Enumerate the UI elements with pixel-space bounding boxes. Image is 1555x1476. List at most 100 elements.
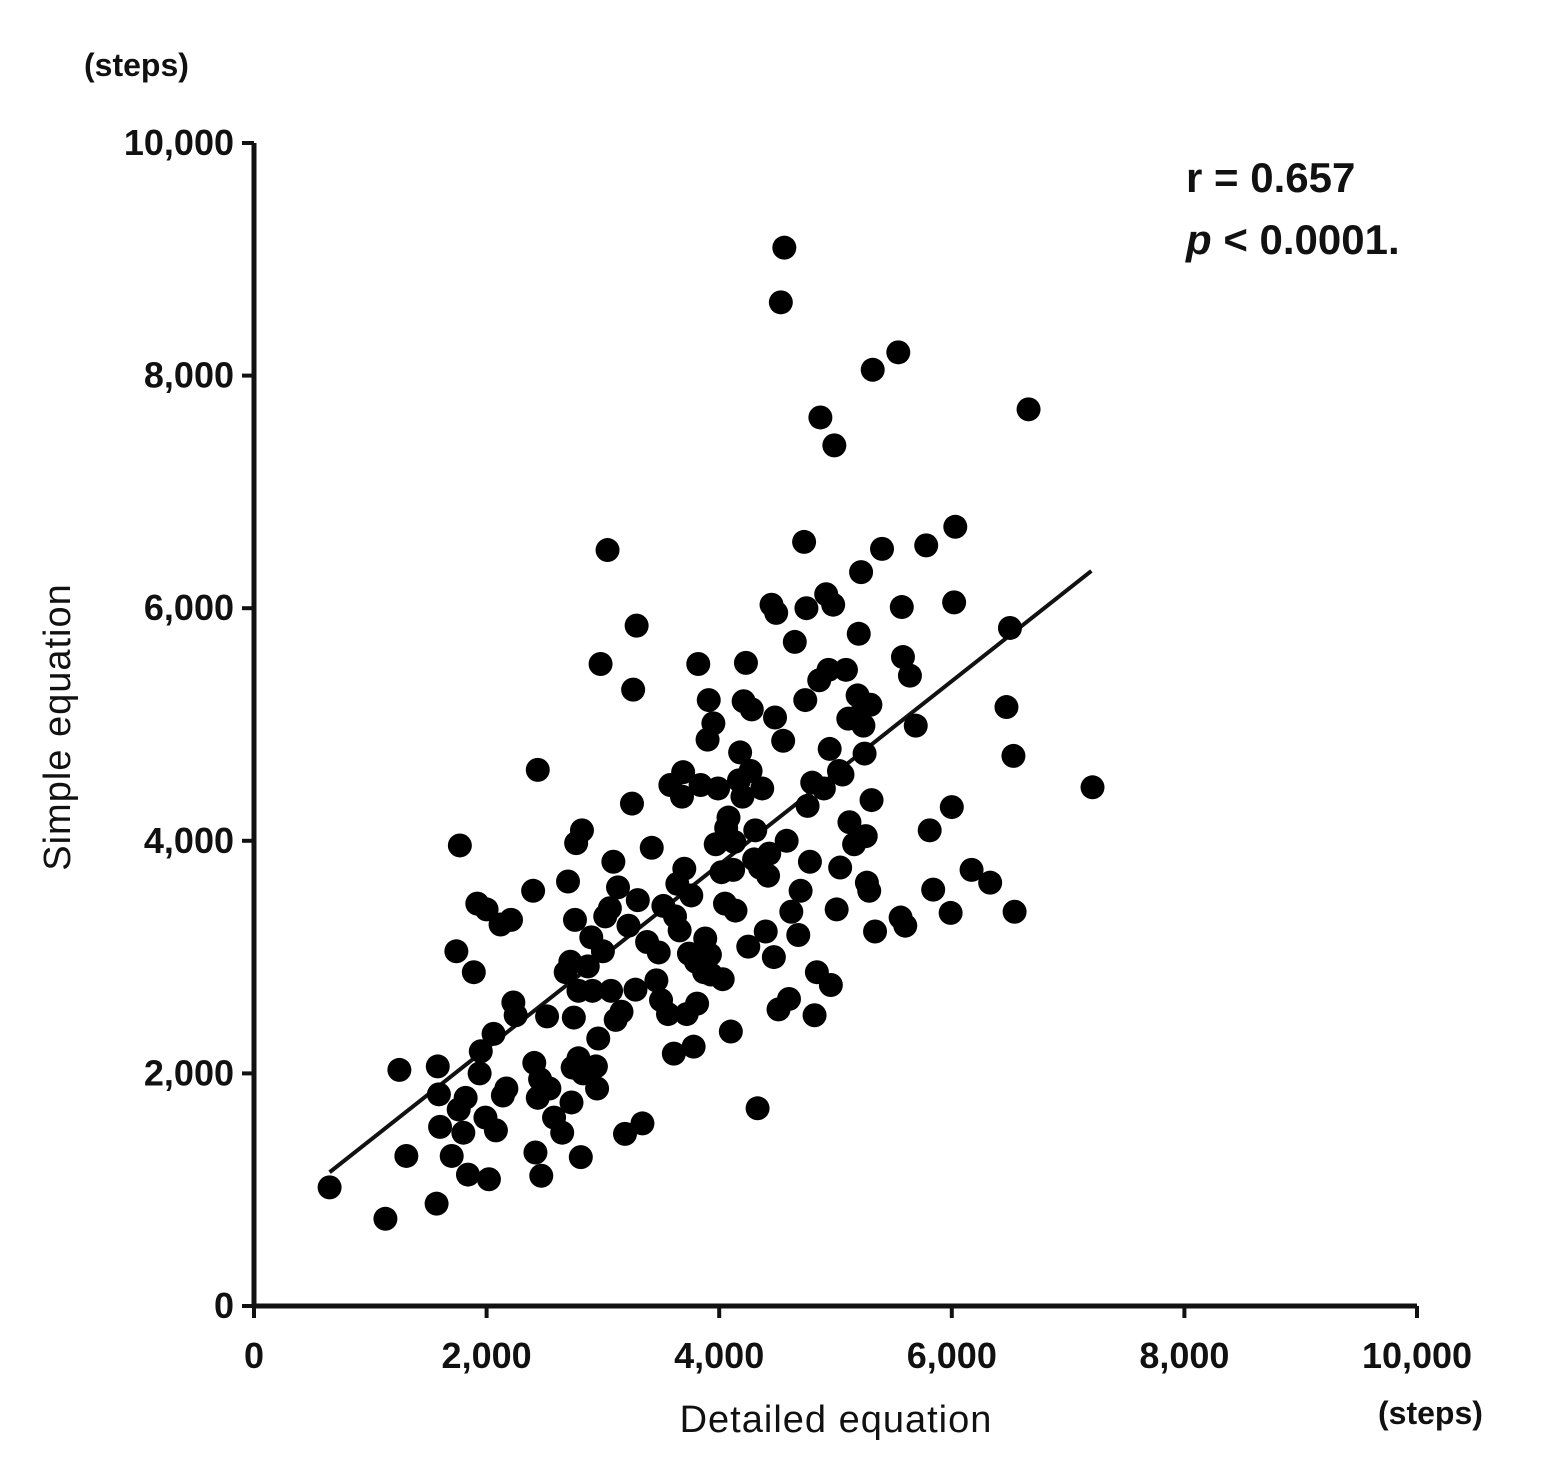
- data-point: [537, 1076, 562, 1101]
- data-point: [476, 1167, 501, 1192]
- data-point: [782, 629, 807, 654]
- data-point: [686, 652, 711, 677]
- data-point: [562, 907, 587, 932]
- data-point: [667, 918, 692, 943]
- data-point: [706, 776, 731, 801]
- data-point: [630, 1111, 655, 1136]
- data-point: [550, 1120, 575, 1145]
- data-point: [569, 818, 594, 843]
- data-point: [914, 533, 939, 558]
- data-point: [833, 657, 858, 682]
- data-point: [745, 1096, 770, 1121]
- data-point: [503, 1003, 528, 1028]
- x-tick-label: 0: [244, 1335, 264, 1376]
- data-point: [656, 1002, 681, 1027]
- data-point: [444, 939, 469, 964]
- data-point: [938, 900, 963, 925]
- data-point: [897, 663, 922, 688]
- data-point: [424, 1191, 449, 1216]
- data-point: [679, 883, 704, 908]
- data-point: [521, 878, 546, 903]
- data-point: [817, 736, 842, 761]
- data-point: [822, 433, 847, 458]
- data-point: [942, 590, 967, 615]
- data-point: [771, 728, 796, 753]
- data-point: [830, 762, 855, 787]
- data-point: [860, 357, 885, 382]
- data-point: [893, 913, 918, 938]
- data-point: [721, 857, 746, 882]
- data-point: [959, 857, 984, 882]
- x-tick-label: 2,000: [442, 1335, 532, 1376]
- data-point: [772, 235, 797, 260]
- data-point: [387, 1057, 412, 1082]
- data-point: [811, 776, 836, 801]
- data-point: [736, 934, 761, 959]
- data-point: [921, 877, 946, 902]
- data-point: [994, 695, 1019, 720]
- data-point: [851, 713, 876, 738]
- data-point: [943, 514, 968, 539]
- data-point: [1016, 397, 1041, 422]
- data-point: [568, 1145, 593, 1170]
- data-point: [774, 828, 799, 853]
- data-point: [624, 613, 649, 638]
- data-point: [886, 340, 911, 365]
- data-point: [753, 919, 778, 944]
- data-point: [786, 923, 811, 948]
- data-point: [739, 697, 764, 722]
- data-point: [661, 1041, 686, 1066]
- data-point: [701, 711, 726, 736]
- data-point: [580, 978, 605, 1003]
- data-point: [870, 536, 895, 561]
- data-point: [768, 290, 793, 315]
- data-point: [639, 835, 664, 860]
- axes: [251, 143, 1417, 1309]
- data-point: [863, 919, 888, 944]
- data-point: [761, 945, 786, 970]
- p-value-label: p < 0.0001.: [1185, 216, 1400, 263]
- x-tick-label: 4,000: [674, 1335, 764, 1376]
- data-point: [599, 978, 624, 1003]
- data-point: [373, 1206, 398, 1231]
- data-point: [575, 954, 600, 979]
- data-point: [859, 788, 884, 813]
- data-point: [609, 999, 634, 1024]
- data-point: [797, 849, 822, 874]
- data-points: [317, 235, 1105, 1231]
- data-point: [681, 1034, 706, 1059]
- y-axis-title: Simple equation: [37, 583, 79, 871]
- data-point: [697, 942, 722, 967]
- data-point: [788, 878, 813, 903]
- data-point: [523, 1140, 548, 1165]
- data-point: [317, 1175, 342, 1200]
- y-axis-unit: (steps): [84, 47, 189, 83]
- data-point: [764, 600, 789, 625]
- data-point: [461, 960, 486, 985]
- data-point: [597, 896, 622, 921]
- data-point: [671, 760, 696, 785]
- data-point: [586, 1026, 611, 1051]
- y-tick-label: 8,000: [144, 355, 234, 396]
- data-point: [939, 795, 964, 820]
- correlation-r-label: r = 0.657: [1186, 154, 1355, 201]
- data-point: [535, 1004, 560, 1029]
- data-point: [795, 793, 820, 818]
- y-tick-label: 6,000: [144, 587, 234, 628]
- data-point: [846, 621, 871, 646]
- data-point: [728, 740, 753, 765]
- data-point: [750, 776, 775, 801]
- x-axis-title: Detailed equation: [680, 1399, 993, 1441]
- data-point: [529, 1163, 554, 1188]
- data-point: [644, 968, 669, 993]
- x-tick-label: 6,000: [907, 1335, 997, 1376]
- data-point: [601, 849, 626, 874]
- data-point: [1080, 775, 1105, 800]
- data-point: [802, 1003, 827, 1028]
- y-ticks: 0 2,000 4,000 6,000 8,000 10,000: [124, 122, 254, 1326]
- data-point: [494, 1076, 519, 1101]
- data-point: [756, 863, 781, 888]
- data-point: [646, 940, 671, 965]
- data-point: [816, 657, 841, 682]
